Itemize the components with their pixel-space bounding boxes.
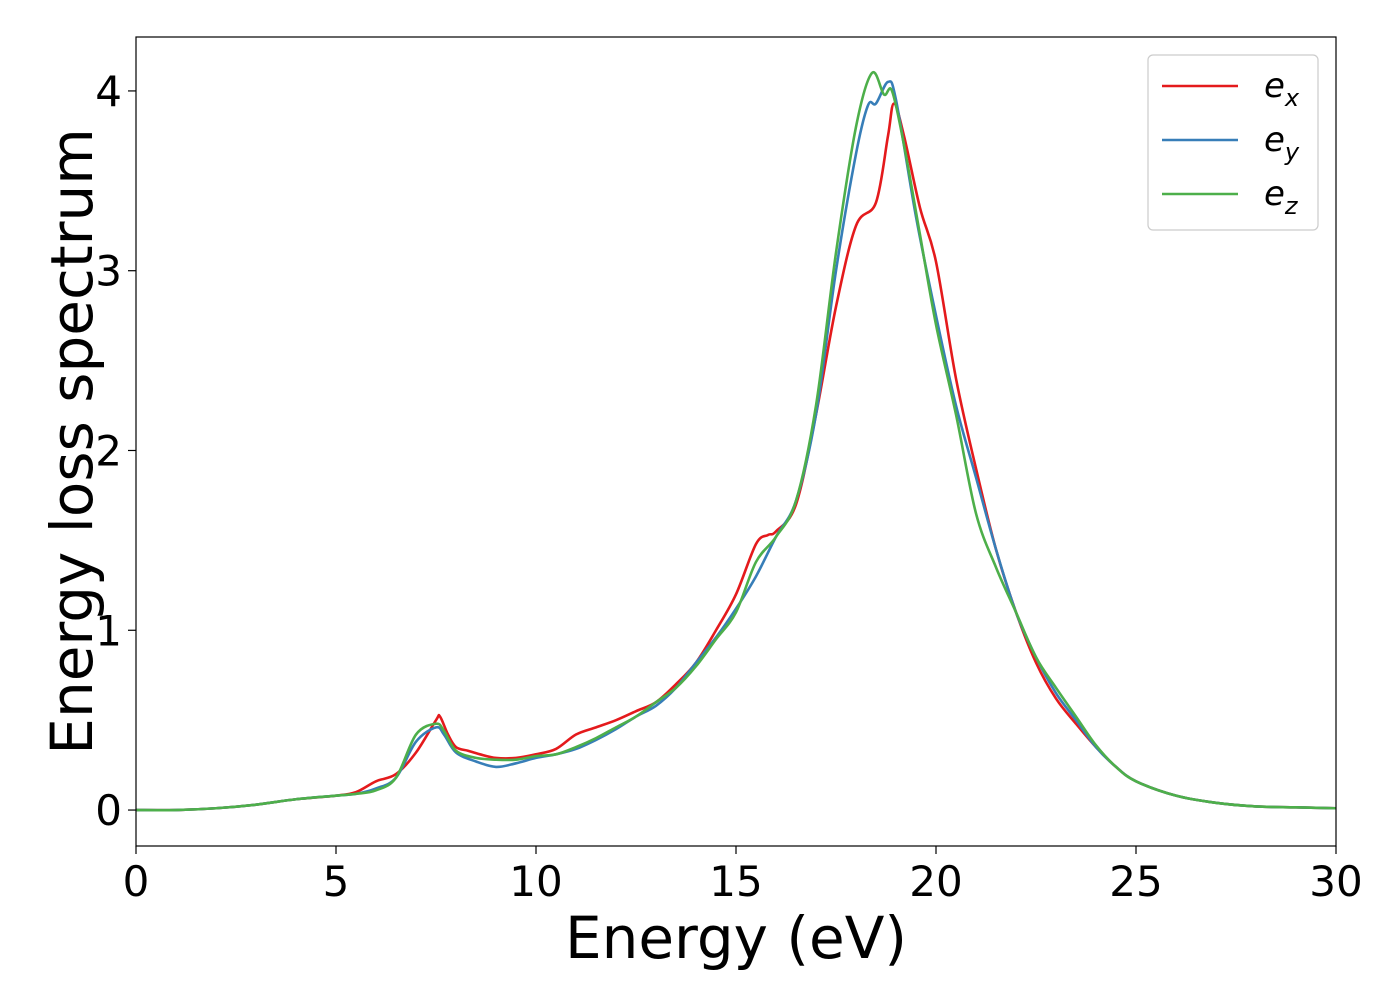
x-tick-label: 0 [123, 857, 150, 906]
x-tick-label: 15 [709, 857, 762, 906]
legend-box [1147, 54, 1319, 231]
legend: ex ey ez [1147, 54, 1319, 231]
x-tick-label: 10 [509, 857, 562, 906]
y-tick-label: 3 [95, 247, 122, 296]
y-axis-ticks: 0 1 2 3 4 [95, 67, 136, 835]
y-tick-label: 4 [95, 67, 122, 116]
x-axis-label: Energy (eV) [565, 904, 907, 972]
y-tick-label: 1 [95, 606, 122, 655]
legend-label-z: ez [1264, 174, 1299, 220]
y-tick-label: 0 [95, 786, 122, 835]
y-tick-label: 2 [95, 426, 122, 475]
x-tick-label: 20 [909, 857, 962, 906]
x-tick-label: 25 [1109, 857, 1162, 906]
x-tick-label: 5 [323, 857, 350, 906]
y-axis-label: Energy loss spectrum [38, 128, 106, 754]
series-line-e_y [136, 80, 1336, 812]
legend-label-x: ex [1264, 66, 1300, 112]
x-tick-label: 30 [1309, 857, 1362, 906]
series-layer [136, 70, 1336, 812]
x-axis-ticks: 0 5 10 15 20 25 30 [123, 846, 1363, 906]
legend-label-y: ey [1264, 120, 1300, 166]
series-line-e_z [136, 70, 1336, 812]
